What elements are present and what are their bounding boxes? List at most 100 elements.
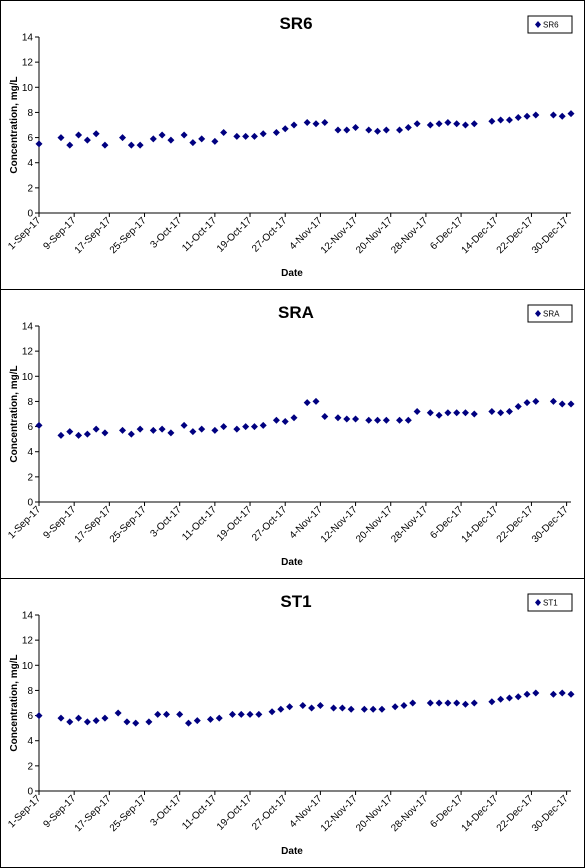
x-tick-label: 28-Nov-17 — [389, 504, 430, 545]
legend-label: ST1 — [543, 599, 558, 608]
data-point — [281, 125, 289, 133]
data-point — [255, 710, 263, 718]
data-point — [184, 719, 192, 727]
x-tick-label: 20-Nov-17 — [354, 504, 395, 545]
data-point — [426, 699, 434, 707]
data-point — [286, 703, 294, 711]
data-point — [259, 130, 267, 138]
data-point — [435, 120, 443, 128]
data-point — [193, 717, 201, 725]
y-tick-label: 4 — [27, 158, 33, 169]
data-point — [149, 135, 157, 143]
x-tick-label: 25-Sep-17 — [108, 215, 149, 256]
chart-title: SRA — [278, 303, 314, 322]
y-axis-label: Concentration, mg/L — [9, 654, 20, 751]
data-point — [66, 141, 74, 149]
data-point — [66, 428, 74, 436]
data-point — [497, 116, 505, 124]
y-tick-label: 14 — [22, 33, 34, 44]
data-point — [360, 705, 368, 713]
data-point — [514, 693, 522, 701]
data-point — [312, 397, 320, 405]
x-tick-label: 12-Nov-17 — [319, 215, 360, 256]
x-tick-label: 27-Oct-17 — [250, 215, 290, 255]
data-point — [259, 421, 267, 429]
y-tick-label: 8 — [27, 397, 33, 408]
data-point — [57, 134, 65, 142]
legend-label: SR6 — [543, 21, 559, 30]
data-point — [66, 718, 74, 726]
data-point — [505, 116, 513, 124]
y-tick-label: 4 — [27, 736, 33, 747]
data-point — [435, 411, 443, 419]
data-point — [75, 431, 83, 439]
data-point — [338, 704, 346, 712]
data-point — [215, 714, 223, 722]
data-point — [119, 134, 127, 142]
x-tick-label: 14-Dec-17 — [460, 215, 501, 256]
data-point — [391, 703, 399, 711]
y-tick-label: 10 — [22, 83, 34, 94]
data-point — [453, 409, 461, 417]
data-point — [549, 690, 557, 698]
data-point — [444, 409, 452, 417]
x-tick-label: 28-Nov-17 — [389, 793, 430, 834]
x-tick-label: 30-Dec-17 — [530, 215, 571, 256]
data-point — [558, 689, 566, 697]
x-tick-label: 12-Nov-17 — [319, 504, 360, 545]
data-point — [470, 699, 478, 707]
data-point — [233, 132, 241, 140]
data-point — [558, 112, 566, 120]
chart-title: SR6 — [279, 14, 312, 33]
data-point — [444, 118, 452, 126]
chart-svg-sra: SRA024681012141-Sep-179-Sep-1717-Sep-172… — [6, 303, 575, 568]
y-tick-label: 6 — [27, 422, 33, 433]
data-point — [558, 400, 566, 408]
data-point — [435, 699, 443, 707]
chart-panel-sr6: SR6 0 2 4 6 8 10 12 14 1-Sep-17 9-Sep-17 17-Sep-17 2… — [0, 0, 585, 291]
data-point — [453, 699, 461, 707]
chart-panel-sra: SRA 0 2 4 6 8 10 12 14 1-Sep-17 9-Sep-17 17-Sep-17 2… — [0, 289, 585, 580]
chart-title: ST1 — [280, 592, 311, 611]
data-point — [149, 426, 157, 434]
data-point — [549, 397, 557, 405]
y-tick-label: 2 — [27, 761, 33, 772]
x-tick-label: 11-Oct-17 — [180, 793, 219, 832]
y-tick-label: 0 — [27, 209, 33, 220]
data-point — [470, 410, 478, 418]
data-point — [158, 131, 166, 139]
data-point — [532, 111, 540, 119]
data-point — [163, 710, 171, 718]
data-point — [220, 423, 228, 431]
data-point — [220, 129, 228, 137]
data-point — [396, 416, 404, 424]
data-point — [154, 710, 162, 718]
x-tick-label: 22-Dec-17 — [495, 504, 536, 545]
data-point — [35, 421, 43, 429]
data-point — [250, 423, 258, 431]
data-point — [312, 120, 320, 128]
data-point — [123, 718, 131, 726]
data-point — [488, 407, 496, 415]
data-point — [101, 714, 109, 722]
data-point — [281, 418, 289, 426]
data-point — [75, 131, 83, 139]
data-point — [167, 136, 175, 144]
data-point — [246, 710, 254, 718]
x-tick-label: 11-Oct-17 — [180, 504, 219, 543]
x-tick-label: 25-Sep-17 — [108, 504, 149, 545]
x-tick-label: 30-Dec-17 — [530, 793, 571, 834]
data-point — [198, 425, 206, 433]
data-point — [497, 409, 505, 417]
data-point — [308, 704, 316, 712]
data-point — [523, 112, 531, 120]
data-point — [250, 132, 258, 140]
data-point — [206, 715, 214, 723]
data-point — [233, 425, 241, 433]
y-tick-label: 14 — [22, 322, 34, 333]
legend-marker — [535, 310, 541, 317]
data-point — [303, 399, 311, 407]
y-tick-label: 12 — [22, 58, 34, 69]
data-point — [189, 428, 197, 436]
data-point — [532, 689, 540, 697]
